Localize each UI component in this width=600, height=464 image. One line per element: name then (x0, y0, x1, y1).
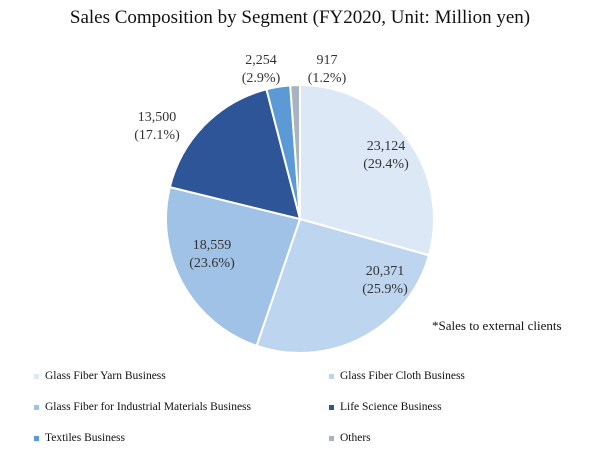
slice-percent-label: (17.1%) (134, 128, 180, 143)
pie-slice-1 (299, 83, 435, 257)
legend-item: Glass Fiber Cloth Business (329, 368, 594, 384)
slice-value-label: 18,559 (193, 238, 232, 253)
legend-item: Textiles Business (34, 430, 329, 446)
slice-percent-label: (1.2%) (308, 71, 347, 86)
chart-title: Sales Composition by Segment (FY2020, Un… (69, 7, 531, 28)
legend-label: Life Science Business (340, 401, 442, 413)
legend-label: Glass Fiber Yarn Business (45, 370, 166, 382)
legend-label: Glass Fiber for Industrial Materials Bus… (45, 401, 252, 413)
legend-swatch (329, 373, 334, 379)
slice-value-label: 917 (317, 53, 338, 68)
legend-item: Glass Fiber Yarn Business (34, 368, 329, 384)
pie-slice-6 (289, 83, 301, 220)
legend-swatch (329, 435, 334, 441)
pie-slice-2 (255, 217, 431, 354)
legend-swatch (34, 373, 39, 379)
legend-item: Life Science Business (329, 399, 594, 415)
slice-percent-label: (2.9%) (242, 71, 281, 86)
legend: Glass Fiber Yarn Business Glass Fiber Clo… (34, 368, 594, 446)
slice-percent-label: (29.4%) (363, 157, 409, 172)
legend-item: Others (329, 430, 594, 446)
legend-label: Textiles Business (45, 432, 126, 444)
legend-item: Glass Fiber for Industrial Materials Bus… (34, 399, 329, 415)
slice-value-label: 13,500 (138, 110, 177, 125)
legend-swatch (34, 404, 39, 410)
legend-label: Others (340, 432, 371, 444)
slice-percent-label: (23.6%) (189, 256, 235, 271)
pie-slice-3 (165, 185, 302, 348)
slice-percent-label: (25.9%) (362, 282, 408, 297)
pie-slice-4 (168, 88, 302, 221)
footnote: *Sales to external clients (432, 318, 562, 333)
slice-value-label: 23,124 (367, 139, 406, 154)
slice-value-label: 2,254 (245, 53, 277, 68)
legend-label: Glass Fiber Cloth Business (340, 370, 465, 382)
slice-value-label: 20,371 (366, 264, 405, 279)
legend-swatch (329, 404, 334, 410)
legend-swatch (34, 435, 39, 441)
